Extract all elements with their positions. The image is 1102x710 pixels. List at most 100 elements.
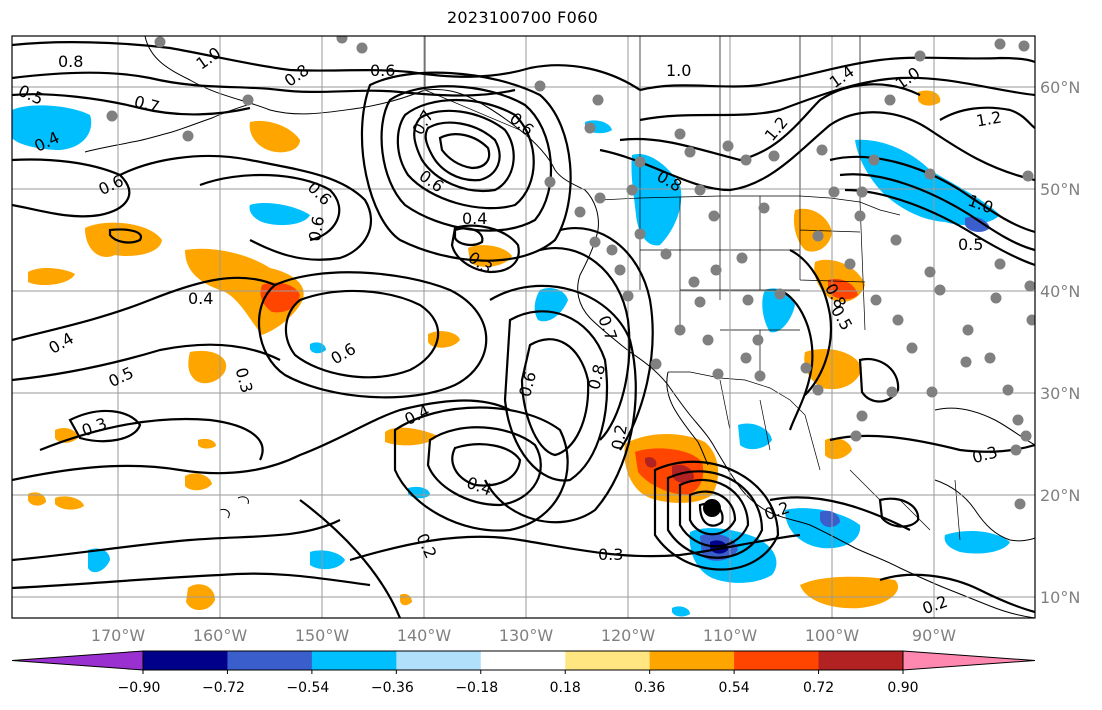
shade-orange	[198, 438, 216, 449]
contour-line	[789, 249, 833, 396]
shade-orange	[185, 248, 304, 335]
contour-line	[424, 121, 501, 182]
contour-label: 0.5	[958, 235, 983, 254]
shade-blue	[672, 606, 690, 617]
shade-orange	[28, 492, 46, 506]
contour-line	[349, 533, 801, 562]
shade-orange	[918, 90, 941, 106]
coastline-hawaii	[219, 496, 249, 519]
station-dots	[106, 36, 1035, 510]
lat-label: 40°N	[1040, 282, 1080, 301]
contour-line	[451, 443, 522, 487]
colorbar-tick-label: 0.18	[550, 680, 581, 696]
contour-line	[520, 338, 590, 457]
contour-line	[360, 71, 572, 262]
contour-line	[12, 399, 511, 482]
shade-orange	[188, 350, 227, 384]
coastline-baja	[666, 371, 709, 466]
map-title: 2023100700 F060	[446, 8, 599, 27]
contour-line	[779, 289, 814, 431]
shade-orange	[385, 427, 438, 446]
border-alaska-canada	[424, 36, 521, 131]
contour-line	[108, 228, 143, 244]
coastline-alaska	[144, 36, 599, 231]
shade-darkblue	[965, 216, 990, 232]
contour-line	[559, 227, 654, 451]
colorbar-extend-right	[902, 650, 1036, 671]
contour-label: 0.6	[305, 214, 328, 242]
contour-line	[68, 409, 142, 443]
colorbar-tick-label: −0.72	[202, 680, 245, 696]
contour-line	[653, 460, 780, 571]
shade-orange	[804, 348, 862, 390]
shade-red	[828, 278, 858, 300]
contour-line	[844, 188, 1035, 267]
shade-darkred	[644, 457, 657, 468]
contour-line	[257, 271, 488, 399]
contour-label: 1.2	[975, 107, 1003, 130]
colorbar-segment	[480, 651, 566, 670]
contour-line	[12, 93, 251, 116]
contour-line	[12, 519, 341, 562]
colorbar-segment	[396, 651, 482, 670]
contour-line	[878, 497, 920, 528]
storm-center-marker	[703, 499, 721, 517]
contour-line	[599, 111, 1035, 192]
lat-label: 50°N	[1040, 180, 1080, 199]
contour-line	[858, 357, 900, 403]
colorbar-segment	[565, 651, 651, 670]
lon-label: 90°W	[912, 626, 956, 645]
contour-lines	[12, 41, 1035, 618]
colorbar-tick-label: 0.90	[887, 680, 918, 696]
contour-line	[284, 289, 440, 379]
shade-blue	[631, 154, 682, 246]
colorbar-segments	[11, 650, 1036, 671]
contour-label: 1.0	[666, 61, 691, 80]
shade-orange	[185, 473, 212, 491]
border-mexico-states	[719, 379, 961, 541]
lat-label: 20°N	[1040, 486, 1080, 505]
lon-label: 110°W	[703, 626, 758, 645]
contour-line	[453, 227, 484, 247]
shade-orange	[800, 576, 899, 609]
colorbar-segment	[649, 651, 735, 670]
contour-label: 0.4	[462, 209, 487, 228]
lon-label: 140°W	[397, 626, 452, 645]
shade-orange	[55, 496, 84, 510]
colorbar-tick-label: 0.54	[719, 680, 750, 696]
contour-line	[39, 417, 264, 461]
colorbar-ticks: −0.90 −0.72 −0.54 −0.36 −0.18 0.18 0.36 0.54 0.7…	[118, 670, 919, 696]
contour-line	[426, 426, 542, 507]
contour-line	[688, 490, 737, 536]
contour-label: 0.2	[608, 423, 631, 451]
contour-line	[939, 106, 1035, 129]
shade-blue	[785, 508, 861, 549]
longitude-labels: 170°W 160°W 150°W 140°W 130°W 120°W 110°…	[91, 626, 956, 645]
contour-line	[380, 85, 553, 232]
border-canada-us	[599, 195, 901, 216]
lon-label: 160°W	[193, 626, 248, 645]
colorbar-extend-left	[11, 650, 144, 671]
contour-line	[619, 83, 921, 162]
colorbar-tick-label: −0.90	[118, 680, 161, 696]
colorbar-segment	[227, 651, 313, 670]
colorbar-tick-label: 0.36	[634, 680, 665, 696]
contour-label: 0.3	[598, 545, 623, 564]
colorbar-tick-label: −0.18	[455, 680, 498, 696]
coastline-yucatan	[934, 479, 1035, 542]
contour-line	[769, 496, 911, 531]
contour-line	[12, 343, 281, 382]
contour-line	[12, 71, 516, 97]
colorbar-segment	[311, 651, 397, 670]
shade-darkblue	[820, 510, 840, 528]
shade-orange	[28, 267, 75, 286]
contour-line	[829, 155, 1035, 234]
contour-line	[12, 41, 641, 91]
contour-line	[396, 98, 535, 210]
lon-label: 100°W	[805, 626, 860, 645]
contour-line	[678, 479, 750, 548]
shade-blue	[762, 288, 795, 333]
contour-label: 0.6	[370, 61, 395, 80]
contour-line	[639, 56, 1035, 92]
map-panel: 0.8 1.0 0.8 0.6 0.5 0.7 0.4 0.6 0.7 0.6 …	[12, 36, 1035, 618]
